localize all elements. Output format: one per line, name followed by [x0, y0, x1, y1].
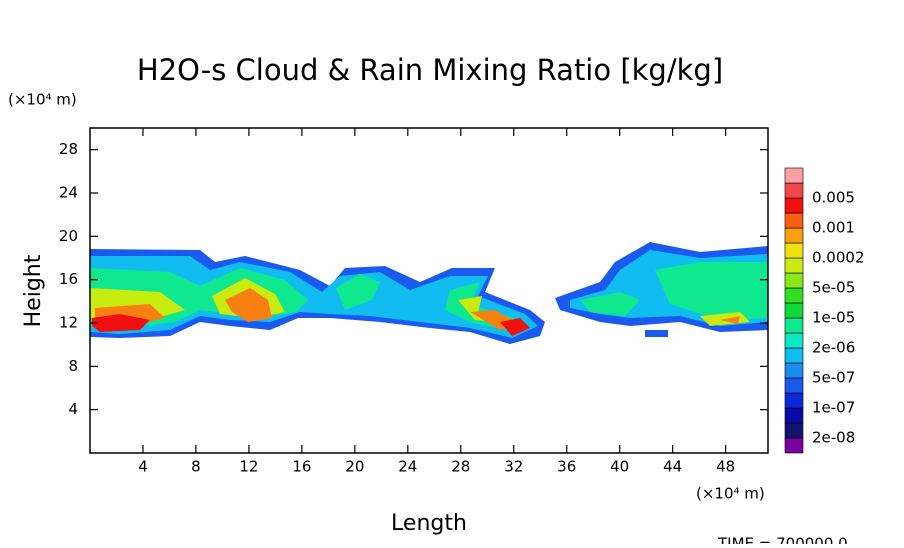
colorbar-swatch [784, 212, 804, 229]
colorbar-swatch [784, 302, 804, 319]
colorbar-swatch [784, 257, 804, 274]
plot-frame [89, 127, 769, 454]
x-tick-label: 36 [557, 458, 576, 476]
y-tick-label: 12 [59, 314, 78, 332]
x-tick-label: 4 [138, 458, 148, 476]
x-tick-label: 24 [398, 458, 417, 476]
x-tick-label: 48 [716, 458, 735, 476]
y-tick-label: 28 [59, 140, 78, 158]
field-orange [95, 288, 740, 330]
colorbar-swatch [784, 437, 804, 454]
colorbar-swatch [784, 377, 804, 394]
y-tick-label: 20 [59, 227, 78, 245]
y-tick-label: 24 [59, 184, 78, 202]
colorbar-label: 0.001 [812, 219, 855, 237]
colorbar-swatch [784, 317, 804, 334]
x-tick-label: 40 [610, 458, 629, 476]
colorbar-label: 2e-08 [812, 429, 855, 447]
y-tick-label: 8 [68, 357, 78, 375]
colorbar-swatch [784, 392, 804, 409]
x-tick-label: 28 [451, 458, 470, 476]
colorbar-swatch [784, 197, 804, 214]
colorbar-swatch [784, 227, 804, 244]
colorbar-swatch [784, 242, 804, 259]
colorbar-swatch [784, 362, 804, 379]
colorbar-label: 1e-07 [812, 399, 855, 417]
y-axis-label: Height [21, 254, 46, 327]
x-tick-label: 16 [292, 458, 311, 476]
axes: 4 8 12 16 20 24 28 32 36 40 44 484812162024282e-081… [59, 128, 865, 476]
colorbar-swatch [784, 182, 804, 199]
contour-field [90, 242, 768, 344]
colorbar-swatch [784, 167, 804, 184]
x-tick-label: 44 [663, 458, 682, 476]
colorbar-label: 0.005 [812, 189, 855, 207]
colorbar-label: 1e-05 [812, 309, 855, 327]
colorbar-swatch [784, 407, 804, 424]
x-tick-label: 8 [191, 458, 201, 476]
x-tick-label: 20 [345, 458, 364, 476]
x-axis-label: Length [391, 511, 467, 536]
colorbar-swatch [784, 422, 804, 439]
chart-title: H2O-s Cloud & Rain Mixing Ratio [kg/kg] [137, 53, 723, 87]
colorbar-swatch [784, 332, 804, 349]
x-tick-label: 12 [239, 458, 258, 476]
colorbar-swatch [784, 287, 804, 304]
x-unit: (×10⁴ m) [696, 485, 765, 503]
colorbar-swatch [784, 347, 804, 364]
colorbar-label: 0.0002 [812, 249, 865, 267]
colorbar-label: 5e-07 [812, 369, 855, 387]
x-tick-label: 32 [504, 458, 523, 476]
colorbar-swatch [784, 272, 804, 289]
y-tick-label: 16 [59, 270, 78, 288]
y-unit: (×10⁴ m) [8, 91, 77, 109]
colorbar-label: 2e-06 [812, 339, 855, 357]
footer-time: TIME = 700000.0 [717, 535, 848, 545]
y-tick-label: 4 [68, 400, 78, 418]
colorbar-label: 5e-05 [812, 279, 855, 297]
